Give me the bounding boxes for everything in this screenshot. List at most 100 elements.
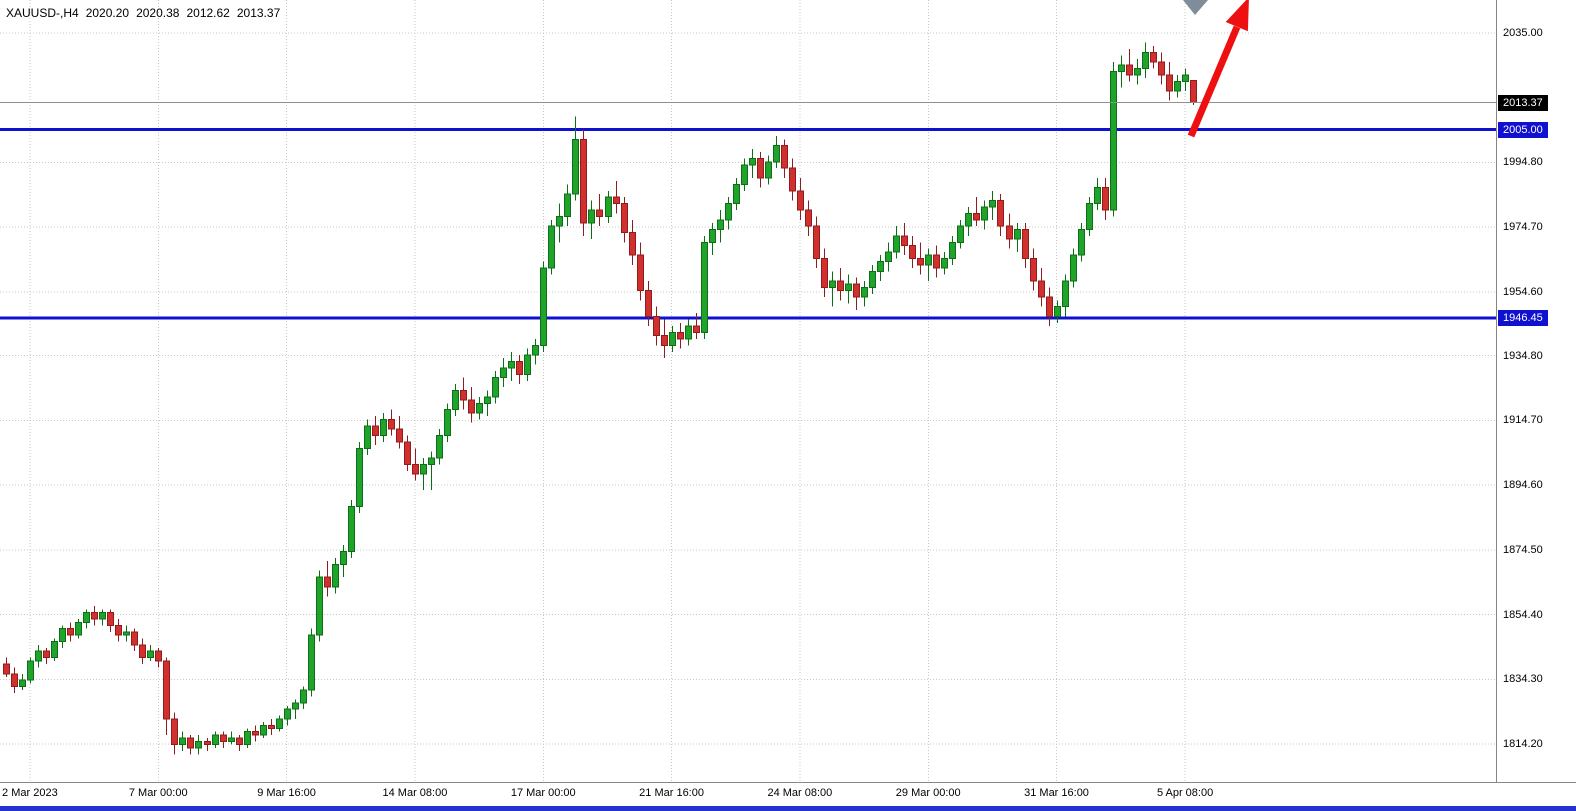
time-axis[interactable]: 2 Mar 2023 7 Mar 00:00 9 Mar 16:00 14 Mar 0…: [0, 782, 1576, 806]
level-price-tag: 2005.00: [1498, 121, 1548, 138]
candle: [1110, 61, 1117, 217]
candle: [588, 200, 595, 240]
candle: [813, 216, 820, 269]
candle: [484, 390, 491, 417]
candle: [1054, 300, 1061, 323]
candle: [613, 181, 620, 214]
candle: [324, 561, 331, 597]
candlestick-chart[interactable]: [0, 0, 1496, 782]
candle: [1086, 197, 1093, 236]
candle: [564, 184, 571, 227]
candle: [452, 383, 459, 417]
candle: [805, 200, 812, 236]
candle: [268, 718, 275, 735]
candle: [773, 136, 780, 169]
candle: [412, 448, 419, 481]
candle: [893, 226, 900, 259]
candle: [1022, 222, 1029, 269]
candle: [781, 139, 788, 178]
candle: [1150, 45, 1157, 69]
candle: [1006, 213, 1013, 249]
time-axis-label: 7 Mar 00:00: [128, 787, 188, 799]
candle: [645, 280, 652, 327]
candle: [821, 248, 828, 298]
candle: [933, 245, 940, 278]
candle: [187, 734, 194, 755]
candle: [1102, 177, 1109, 220]
candle: [789, 158, 796, 201]
candle: [556, 203, 563, 243]
candle: [500, 358, 507, 388]
candle: [861, 280, 868, 307]
candle: [709, 222, 716, 256]
price-axis[interactable]: 2035.00 2013.37 2005.00 1994.80 1974.70 1954.…: [1496, 0, 1576, 782]
candle: [765, 155, 772, 185]
price-axis-label: 1854.40: [1503, 608, 1543, 621]
candle: [1158, 52, 1165, 85]
candle: [973, 197, 980, 227]
time-axis-label: 14 Mar 08:00: [382, 787, 448, 799]
chart-plot-area[interactable]: [0, 0, 1496, 782]
candle: [220, 731, 227, 748]
time-axis-label: 24 Mar 08:00: [767, 787, 833, 799]
candle: [43, 648, 50, 665]
candle: [677, 322, 684, 349]
trend-arrow-shaft[interactable]: [1187, 25, 1241, 138]
candle: [420, 458, 427, 491]
price-axis-label: 1814.20: [1503, 737, 1543, 750]
candle: [997, 194, 1004, 236]
candle: [308, 628, 315, 697]
candle: [829, 271, 836, 307]
candle: [580, 129, 587, 236]
price-axis-label: 1994.80: [1503, 156, 1543, 169]
candle: [949, 235, 956, 265]
candle: [1078, 222, 1085, 262]
candle: [195, 734, 202, 755]
candle: [380, 412, 387, 442]
candle: [1166, 61, 1173, 101]
candle: [436, 429, 443, 465]
candle: [244, 728, 251, 748]
time-axis-label: 17 Mar 00:00: [510, 787, 576, 799]
candle: [1142, 42, 1149, 79]
low-value: 2012.62: [186, 6, 230, 20]
candle: [276, 715, 283, 732]
candle: [236, 734, 243, 752]
candle: [252, 725, 259, 742]
candle: [941, 251, 948, 275]
high-value: 2020.38: [136, 6, 180, 20]
candle: [67, 622, 74, 642]
candle: [204, 738, 211, 752]
candle: [316, 570, 323, 642]
price-axis-label: 1974.70: [1503, 221, 1543, 234]
candle: [59, 625, 66, 649]
candle: [356, 441, 363, 513]
candle: [749, 148, 756, 178]
candle: [332, 557, 339, 594]
candle: [596, 194, 603, 227]
candle: [629, 219, 636, 265]
candle: [228, 731, 235, 745]
price-axis-label: 2035.00: [1503, 27, 1543, 39]
candle: [532, 338, 539, 365]
ohlc-readout: XAUUSD-,H4 2020.20 2020.38 2012.62 2013.37: [6, 6, 287, 20]
candle: [741, 158, 748, 191]
candle: [693, 313, 700, 339]
candle: [139, 638, 146, 665]
candle: [123, 625, 130, 642]
trend-arrow-head[interactable]: [1225, 0, 1249, 32]
time-axis-label: 21 Mar 16:00: [639, 787, 704, 799]
candle: [1126, 49, 1133, 82]
candle: [605, 190, 612, 223]
candle: [1134, 58, 1141, 85]
candle: [885, 242, 892, 272]
candle: [1070, 248, 1077, 288]
candle: [27, 657, 34, 684]
time-axis-label: 9 Mar 16:00: [257, 787, 316, 799]
candle: [685, 319, 692, 346]
candle: [901, 222, 908, 256]
candle: [925, 248, 932, 281]
object-marker-triangle[interactable]: [1183, 0, 1208, 15]
window-bottom-border: [0, 806, 1576, 811]
